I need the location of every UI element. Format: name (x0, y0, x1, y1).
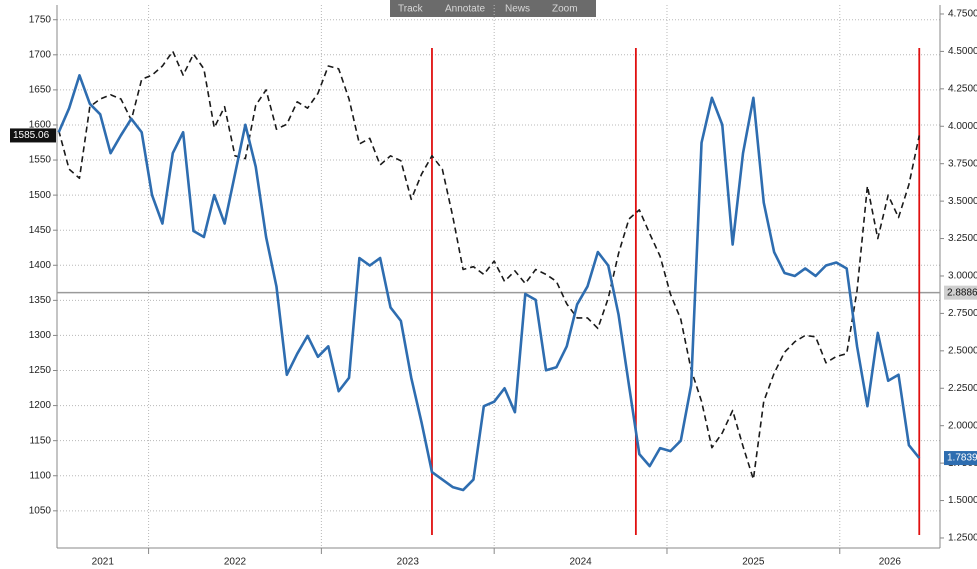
toolbar-button[interactable]: Zoom (552, 4, 578, 15)
y2-tick-label: 4.7500 (948, 9, 977, 20)
y-tick-label: 1200 (29, 400, 52, 411)
x-tick-label: 2023 (397, 557, 420, 568)
value-tag: 2.8886 (947, 287, 977, 298)
series-line (57, 50, 921, 481)
y-tick-label: 1600 (29, 120, 52, 131)
value-tag: 1585.06 (13, 130, 50, 141)
x-tick-label: 2025 (742, 557, 765, 568)
toolbar-button[interactable]: Annotate (445, 4, 485, 15)
y-tick-label: 1500 (29, 190, 52, 201)
y-tick-label: 1650 (29, 85, 52, 96)
y-tick-label: 1450 (29, 225, 52, 236)
x-tick-label: 2024 (569, 557, 592, 568)
y2-tick-label: 2.5000 (948, 345, 977, 356)
y2-tick-label: 3.0000 (948, 271, 977, 282)
value-tag: 1.7839 (947, 453, 977, 464)
y-tick-label: 1400 (29, 260, 52, 271)
y-tick-label: 1550 (29, 155, 52, 166)
y2-tick-label: 3.7500 (948, 158, 977, 169)
toolbar (390, 0, 596, 17)
y2-tick-label: 3.5000 (948, 196, 977, 207)
toolbar-button[interactable]: News (505, 4, 530, 15)
toolbar-button[interactable]: Track (398, 4, 424, 15)
y-tick-label: 1700 (29, 49, 52, 60)
series-line (57, 74, 921, 492)
value-tag-box (944, 285, 977, 300)
y-tick-label: 1750 (29, 14, 52, 25)
x-tick-label: 2021 (92, 557, 115, 568)
y2-tick-label: 4.2500 (948, 83, 977, 94)
x-tick-label: 2022 (224, 557, 247, 568)
y2-tick-label: 1.2500 (948, 533, 977, 544)
y-tick-label: 1050 (29, 505, 52, 516)
y2-tick-label: 2.0000 (948, 420, 977, 431)
y-tick-label: 1250 (29, 365, 52, 376)
y2-tick-label: 3.2500 (948, 233, 977, 244)
y2-tick-label: 2.7500 (948, 308, 977, 319)
y-tick-label: 1100 (29, 470, 51, 481)
y-tick-label: 1300 (29, 330, 52, 341)
y2-tick-label: 4.0000 (948, 121, 977, 132)
x-tick-label: 2026 (879, 557, 902, 568)
value-tag-box (10, 128, 56, 143)
y-tick-label: 1350 (29, 295, 52, 306)
y2-tick-label: 1.5000 (948, 495, 977, 506)
y-tick-label: 1150 (29, 435, 51, 446)
value-tag-box (944, 451, 977, 466)
y2-tick-label: 4.5000 (948, 46, 977, 57)
y2-tick-label: 2.2500 (948, 383, 977, 394)
